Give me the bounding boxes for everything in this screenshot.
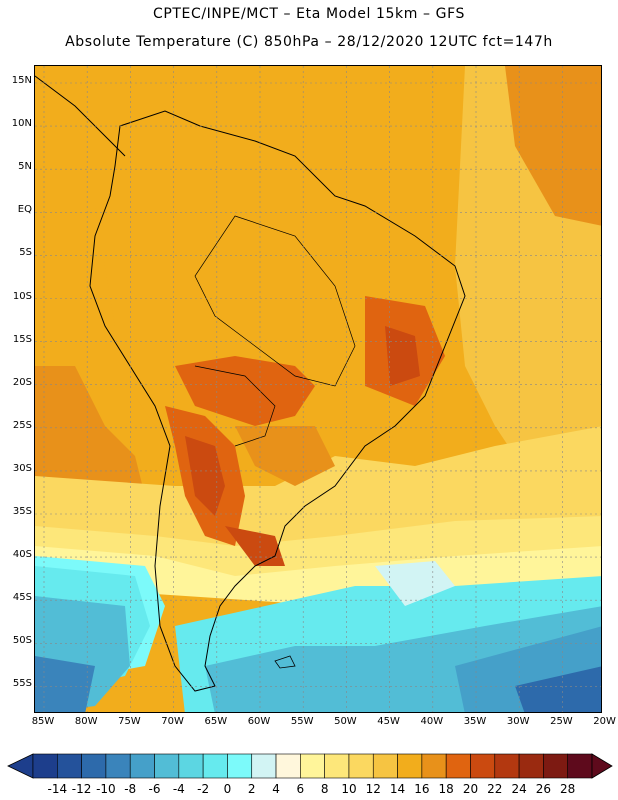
- colorbar-segment: [227, 753, 253, 779]
- longitude-label: 55W: [290, 716, 314, 727]
- colorbar-segment: [372, 753, 398, 779]
- field-pale-ice: [375, 561, 455, 606]
- map-panel: [34, 65, 602, 713]
- colorbar-tick-label: 0: [223, 782, 232, 796]
- colorbar-segment: [105, 753, 131, 779]
- colorbar-segment: [397, 753, 423, 779]
- colorbar-segment: [543, 753, 568, 779]
- latitude-label: 15N: [11, 75, 32, 86]
- colorbar-tick-label: -4: [172, 782, 185, 796]
- colorbar-tick-label: 2: [247, 782, 256, 796]
- latitude-label: 50S: [12, 635, 32, 647]
- central-america-outline: [35, 75, 126, 157]
- latitude-label: 25S: [12, 419, 32, 431]
- colorbar-tick-label: -12: [71, 782, 92, 796]
- colorbar-tick-label: -6: [148, 782, 161, 796]
- colorbar-segment: [32, 753, 58, 779]
- latitude-label: 5N: [18, 161, 32, 173]
- colorbar-segment: [57, 753, 82, 779]
- colorbar-segment: [324, 753, 350, 779]
- colorbar-tick-label: 22: [487, 782, 503, 796]
- longitude-label: 45W: [377, 716, 400, 727]
- longitude-label: 30W: [506, 716, 530, 727]
- colorbar-segment: [567, 753, 593, 779]
- map-title: CPTEC/INPE/MCT – Eta Model 15km – GFS: [152, 6, 466, 22]
- field-hot-chaco: [175, 356, 315, 426]
- field-ne-warm: [505, 66, 601, 226]
- latitude-label: EQ: [17, 204, 32, 216]
- longitude-label: 25W: [550, 716, 573, 727]
- colorbar-segment: [178, 753, 204, 779]
- latitude-label: 10N: [11, 118, 32, 130]
- colorbar-segment: [154, 753, 180, 779]
- colorbar-segment: [202, 753, 228, 779]
- latitude-label: 35S: [12, 506, 32, 517]
- colorbar-max-arrow: [591, 753, 613, 779]
- colorbar-min-arrow: [7, 753, 34, 779]
- latitude-label: 55S: [12, 678, 32, 690]
- longitude-label: 75W: [118, 716, 141, 727]
- graticule: [35, 66, 601, 712]
- field-cold-se4: [515, 666, 601, 712]
- colorbar-tick-label: 18: [438, 782, 454, 796]
- longitude-label: 85W: [31, 716, 55, 727]
- colorbar-segment: [129, 753, 155, 779]
- colorbar-tick-label: 6: [296, 782, 305, 796]
- colorbar-tick-label: -2: [197, 782, 210, 796]
- bolivia-border: [194, 365, 276, 447]
- field-hot-pampa: [225, 526, 285, 566]
- colorbar-segment: [348, 753, 374, 779]
- longitude-label: 70W: [161, 716, 184, 727]
- longitude-label: 40W: [420, 716, 444, 727]
- colorbar-tick-label: 14: [389, 782, 406, 796]
- map-subtitle: Absolute Temperature (C) 850hPa – 28/12/…: [65, 34, 553, 50]
- colorbar-tick-label: 28: [560, 782, 576, 796]
- colorbar-tick-label: 12: [365, 782, 381, 796]
- colorbar-tick-label: 26: [535, 782, 552, 796]
- colorbar-segment: [470, 753, 496, 779]
- latitude-label: 10S: [12, 290, 32, 302]
- field-pacific-warm: [35, 366, 145, 506]
- longitude-label: 65W: [204, 716, 228, 727]
- colorbar-tick-label: 16: [414, 782, 430, 796]
- field-cold-sw4: [35, 656, 95, 712]
- colorbar-tick-label: 8: [320, 782, 329, 796]
- colorbar-tick-label: 10: [341, 782, 357, 796]
- longitude-label: 35W: [463, 716, 487, 727]
- field-hottest: [185, 436, 225, 516]
- colorbar-tick-label: 4: [272, 782, 280, 796]
- latitude-label: 5S: [19, 247, 32, 259]
- south-america-outline: [89, 110, 466, 692]
- colorbar-segment: [81, 753, 107, 779]
- latitude-label: 20S: [12, 376, 32, 388]
- colorbar-tick-label: 24: [511, 782, 527, 796]
- colorbar-segment: [300, 753, 325, 779]
- colorbar-tick-label: -14: [47, 782, 68, 796]
- latitude-label: 30S: [12, 462, 32, 474]
- colorbar-tick-label: -8: [124, 782, 137, 796]
- latitude-label: 15S: [12, 333, 32, 345]
- longitude-label: 20W: [593, 716, 616, 727]
- colorbar: [7, 753, 613, 779]
- colorbar-segment: [518, 753, 544, 779]
- colorbar-segment: [494, 753, 520, 779]
- latitude-label: 40S: [12, 549, 32, 561]
- colorbar-segment: [421, 753, 447, 779]
- colorbar-tick-label: 20: [462, 782, 479, 796]
- temperature-map: [35, 66, 601, 712]
- longitude-label: 50W: [334, 716, 357, 727]
- colorbar-segment: [275, 753, 301, 779]
- colorbar-segment: [251, 753, 277, 779]
- field-hot-bahia2: [385, 326, 420, 386]
- brazil-interior-border: [194, 215, 356, 387]
- longitude-label: 80W: [74, 716, 98, 727]
- colorbar-tick-label: -10: [96, 782, 116, 796]
- colorbar-segment: [445, 753, 471, 779]
- field-pale-yellow: [35, 546, 601, 606]
- longitude-label: 60W: [247, 716, 271, 727]
- latitude-label: 45S: [12, 592, 32, 604]
- falklands-outline: [274, 655, 296, 669]
